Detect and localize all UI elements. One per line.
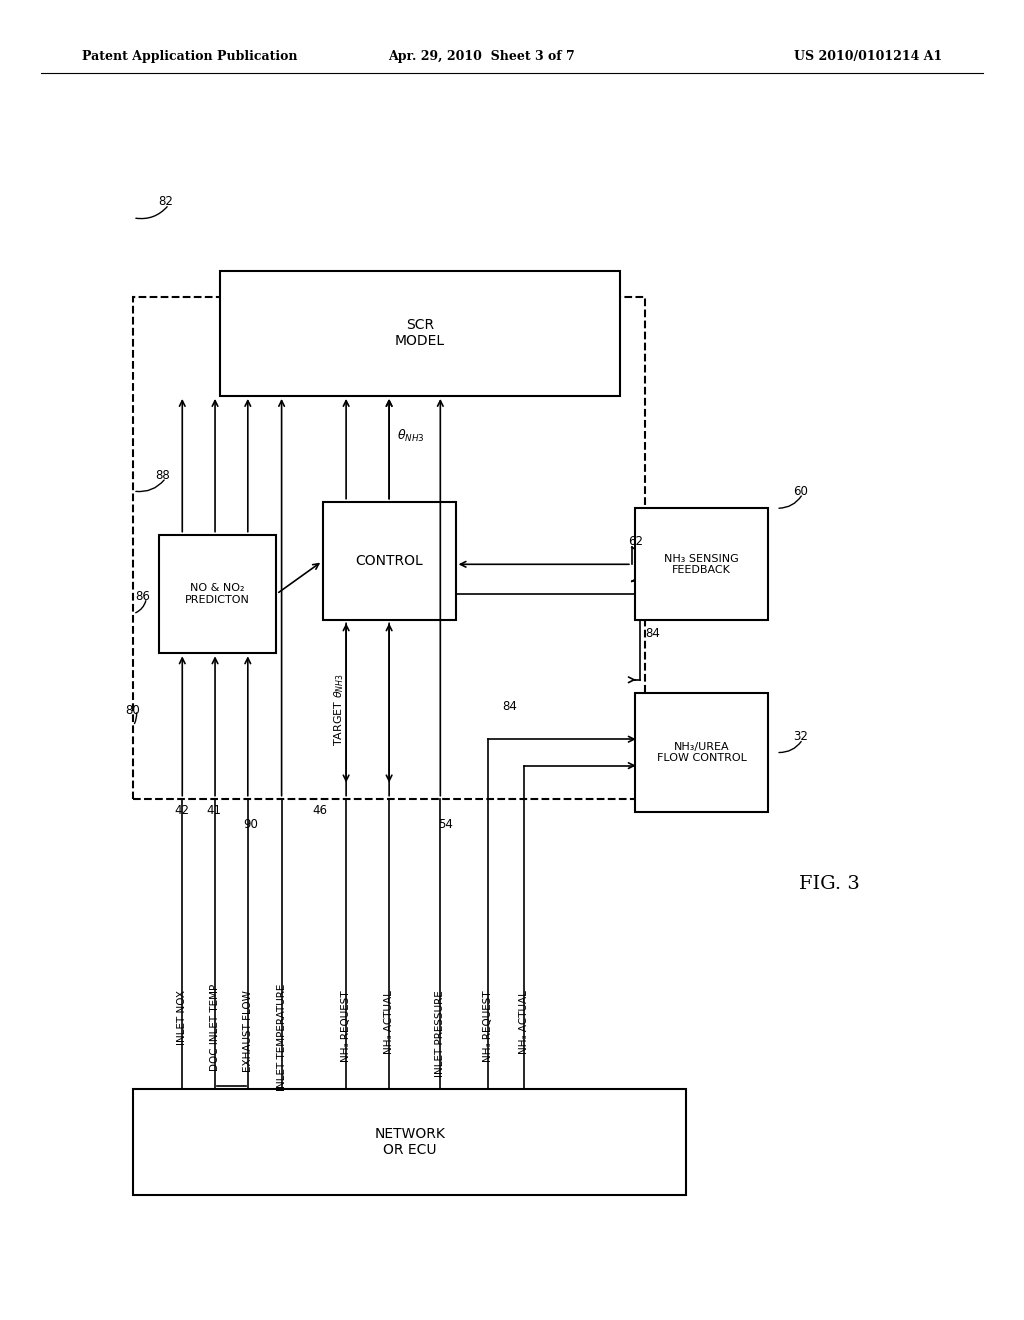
Text: INLET PRESSURE: INLET PRESSURE [435, 990, 445, 1077]
Text: FIG. 3: FIG. 3 [799, 875, 860, 894]
Text: INLET NOX: INLET NOX [177, 990, 187, 1045]
Text: 82: 82 [159, 195, 174, 209]
Text: 80: 80 [125, 704, 139, 717]
Text: Apr. 29, 2010  Sheet 3 of 7: Apr. 29, 2010 Sheet 3 of 7 [388, 50, 574, 63]
Bar [133, 297, 645, 799]
Text: NO & NO₂
PREDICTON: NO & NO₂ PREDICTON [185, 583, 250, 605]
Text: 60: 60 [794, 484, 809, 498]
Bar [159, 535, 276, 653]
Text: Patent Application Publication: Patent Application Publication [82, 50, 297, 63]
Text: 84: 84 [502, 700, 517, 713]
Text: NH₃ REQUEST: NH₃ REQUEST [341, 990, 351, 1061]
Text: CONTROL: CONTROL [355, 554, 423, 568]
Text: US 2010/0101214 A1: US 2010/0101214 A1 [794, 50, 942, 63]
Text: $\theta_{NH3}$: $\theta_{NH3}$ [397, 428, 425, 444]
Bar [635, 693, 768, 812]
Bar [635, 508, 768, 620]
Text: SCR
MODEL: SCR MODEL [395, 318, 444, 348]
Bar [220, 271, 620, 396]
Text: 90: 90 [244, 818, 259, 832]
Text: 88: 88 [156, 469, 170, 482]
Text: NH₃ ACTUAL: NH₃ ACTUAL [519, 990, 529, 1053]
Text: NH₃ ACTUAL: NH₃ ACTUAL [384, 990, 394, 1053]
Text: 42: 42 [174, 804, 189, 817]
Text: 46: 46 [312, 804, 328, 817]
Text: 41: 41 [207, 804, 222, 817]
Text: NETWORK
OR ECU: NETWORK OR ECU [374, 1127, 445, 1156]
Bar [133, 1089, 686, 1195]
Text: TARGET $\theta_{NH3}$: TARGET $\theta_{NH3}$ [332, 673, 346, 746]
Text: 54: 54 [438, 818, 454, 832]
Text: NH₃ REQUEST: NH₃ REQUEST [483, 990, 494, 1061]
Text: NH₃/UREA
FLOW CONTROL: NH₃/UREA FLOW CONTROL [656, 742, 746, 763]
Text: 84: 84 [645, 627, 660, 640]
Text: EXHAUST FLOW: EXHAUST FLOW [243, 990, 253, 1072]
Text: 32: 32 [794, 730, 809, 743]
Text: 62: 62 [628, 535, 643, 548]
Text: DOC INLET TEMP: DOC INLET TEMP [210, 983, 220, 1071]
Text: INLET TEMPERATURE: INLET TEMPERATURE [276, 983, 287, 1090]
Text: NH₃ SENSING
FEEDBACK: NH₃ SENSING FEEDBACK [665, 553, 738, 576]
Text: 86: 86 [135, 590, 151, 603]
Bar [323, 502, 456, 620]
